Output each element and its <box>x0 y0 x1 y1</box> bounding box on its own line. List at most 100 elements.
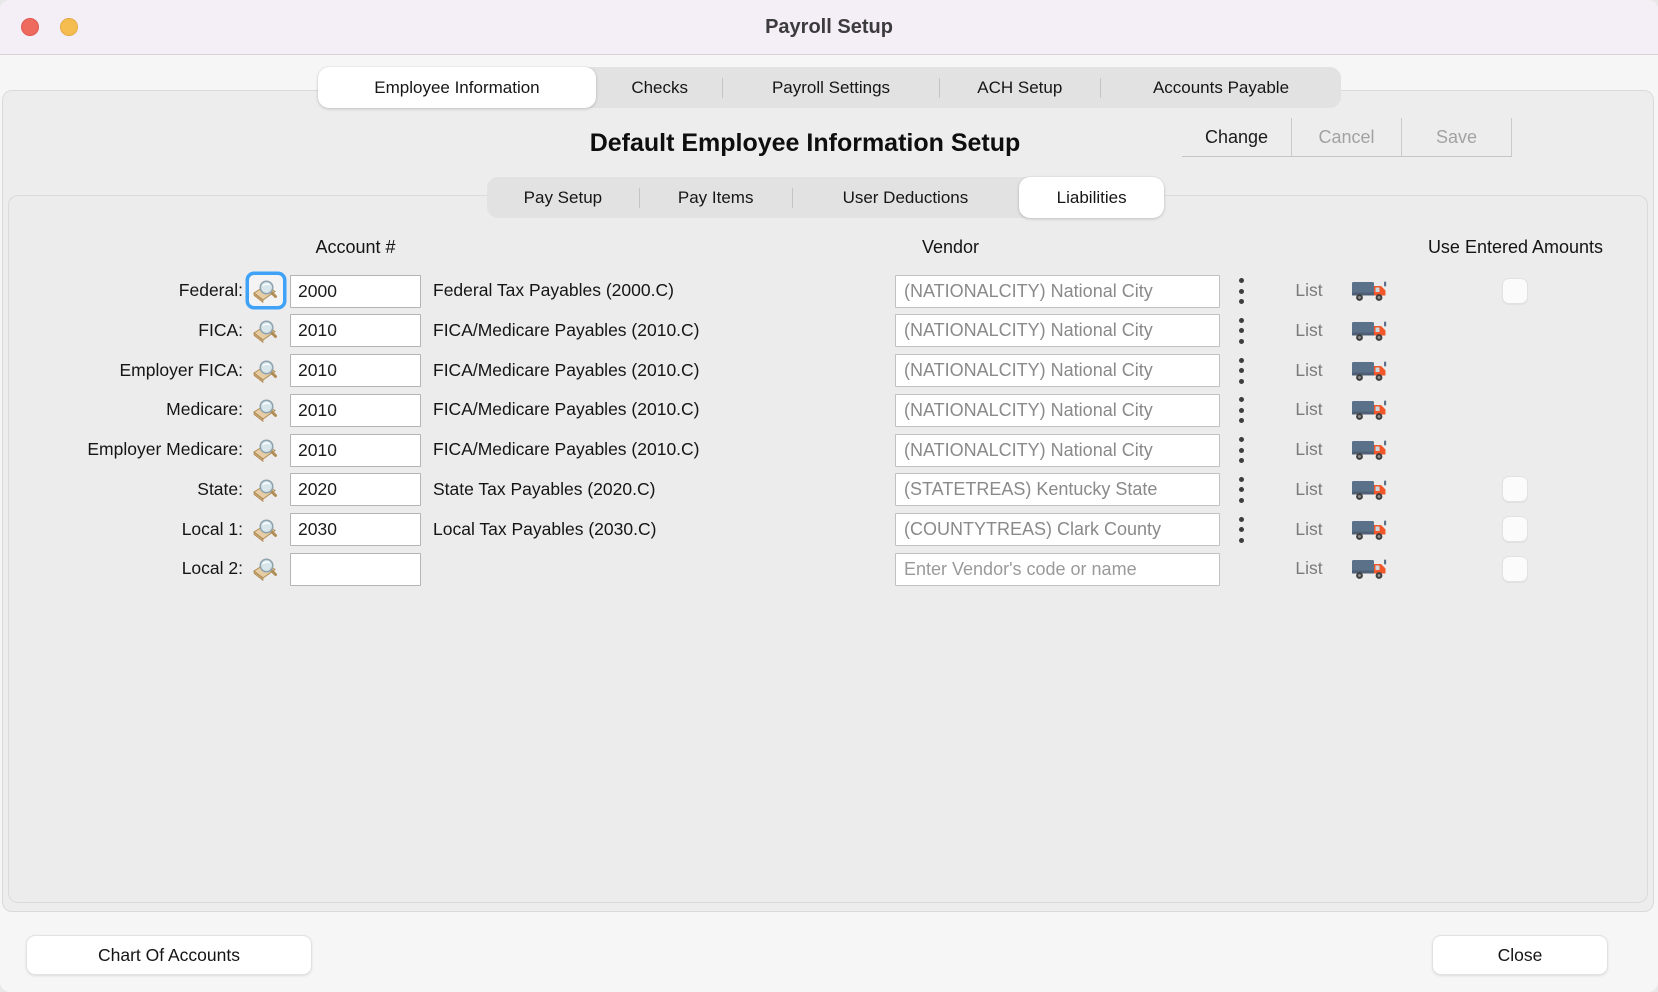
vendor-list-link[interactable]: List <box>1295 319 1323 340</box>
table-row: Local 1: Local Tax Payables (2030.C) Lis… <box>0 510 1658 550</box>
save-button[interactable]: Save <box>1402 118 1512 157</box>
book-magnifier-icon <box>253 280 277 304</box>
tab-ach-setup[interactable]: ACH Setup <box>977 77 1063 97</box>
account-number-input[interactable] <box>290 354 421 387</box>
book-magnifier-icon <box>253 320 277 343</box>
kebab-menu-icon[interactable] <box>1234 357 1248 384</box>
delivery-truck-icon[interactable] <box>1351 318 1389 345</box>
account-number-input[interactable] <box>290 513 421 546</box>
table-row: Medicare: FICA/Medicare Payables (2010.C… <box>0 390 1658 430</box>
vendor-input[interactable] <box>895 433 1220 467</box>
vendor-list-link[interactable]: List <box>1295 280 1323 300</box>
page-title: Default Employee Information Setup <box>589 129 1021 157</box>
vendor-input[interactable] <box>895 354 1220 387</box>
titlebar: Payroll Setup <box>0 0 1658 55</box>
use-entered-amounts-checkbox[interactable] <box>1502 516 1528 542</box>
vendor-list-link[interactable]: List <box>1295 558 1323 579</box>
row-label: FICA: <box>198 319 243 340</box>
vendor-input[interactable] <box>895 513 1220 546</box>
liability-rows: Federal: Federal Tax Payables (2000.C) L… <box>0 271 1658 589</box>
kebab-menu-icon[interactable] <box>1234 437 1248 463</box>
tab-checks[interactable]: Checks <box>631 77 688 97</box>
kebab-menu-icon[interactable] <box>1234 317 1248 344</box>
account-lookup-button[interactable] <box>249 275 283 306</box>
delivery-truck-icon[interactable] <box>1351 397 1389 424</box>
main-tab-bar: Employee Information Checks Payroll Settin… <box>318 67 1341 108</box>
tab-accounts-payable[interactable]: Accounts Payable <box>1152 77 1290 97</box>
delivery-truck-icon[interactable] <box>1351 477 1389 504</box>
delivery-truck-icon[interactable] <box>1351 556 1389 583</box>
account-number-input[interactable] <box>290 274 421 308</box>
book-magnifier-icon <box>253 558 277 582</box>
vendor-list-link[interactable]: List <box>1295 439 1323 459</box>
minimize-window-button[interactable] <box>60 18 78 36</box>
vendor-input[interactable] <box>895 274 1220 308</box>
vendor-input[interactable] <box>895 393 1220 427</box>
account-description: FICA/Medicare Payables (2010.C) <box>433 439 700 459</box>
vendor-list-link[interactable]: List <box>1295 359 1323 380</box>
account-lookup-button[interactable] <box>249 315 283 346</box>
account-description: FICA/Medicare Payables (2010.C) <box>433 399 700 420</box>
vendor-input[interactable] <box>895 552 1220 586</box>
vendor-input[interactable] <box>895 314 1220 348</box>
close-window-button[interactable] <box>21 18 39 36</box>
table-row: Employer FICA: FICA/Medicare Payables (2… <box>0 351 1658 391</box>
delivery-truck-icon[interactable] <box>1351 437 1389 464</box>
table-row: State: State Tax Payables (2020.C) List <box>0 470 1658 510</box>
account-number-input[interactable] <box>290 314 421 348</box>
use-entered-amounts-checkbox[interactable] <box>1502 277 1528 304</box>
account-lookup-button[interactable] <box>249 355 283 386</box>
vendor-list-link[interactable]: List <box>1295 518 1323 539</box>
cancel-button[interactable]: Cancel <box>1292 118 1402 157</box>
liabilities-panel <box>8 195 1648 903</box>
account-number-input[interactable] <box>290 473 421 507</box>
subtab-liabilities[interactable]: Liabilities <box>1019 177 1165 218</box>
row-label: Medicare: <box>166 399 243 420</box>
vendor-input[interactable] <box>895 473 1220 507</box>
use-entered-amounts-checkbox[interactable] <box>1502 555 1528 582</box>
account-number-input[interactable] <box>290 393 421 427</box>
vendor-list-link[interactable]: List <box>1295 478 1323 499</box>
subtab-pay-setup[interactable]: Pay Setup <box>523 187 603 207</box>
row-label: Employer FICA: <box>119 359 244 380</box>
account-lookup-button[interactable] <box>249 394 283 425</box>
row-label: Employer Medicare: <box>87 439 243 459</box>
change-button[interactable]: Change <box>1182 118 1292 157</box>
subtab-user-deductions[interactable]: User Deductions <box>842 187 969 207</box>
book-magnifier-icon <box>253 479 277 502</box>
account-number-input[interactable] <box>290 433 421 467</box>
subtab-pay-items[interactable]: Pay Items <box>677 187 754 207</box>
column-header-account: Account # <box>315 237 396 257</box>
kebab-menu-icon[interactable] <box>1234 397 1248 424</box>
account-lookup-button[interactable] <box>249 514 283 545</box>
row-label: Local 1: <box>181 518 243 539</box>
close-button[interactable]: Close <box>1432 935 1608 975</box>
vendor-list-link[interactable]: List <box>1295 399 1323 420</box>
table-row: Local 2: List <box>0 549 1658 589</box>
delivery-truck-icon[interactable] <box>1351 278 1389 305</box>
account-lookup-button[interactable] <box>249 474 283 505</box>
use-entered-amounts-checkbox[interactable] <box>1502 476 1528 503</box>
tab-divider <box>722 77 724 98</box>
kebab-menu-icon[interactable] <box>1234 476 1248 503</box>
book-magnifier-icon <box>253 519 277 542</box>
delivery-truck-icon[interactable] <box>1351 517 1389 544</box>
kebab-menu-icon[interactable] <box>1234 278 1248 304</box>
account-lookup-button[interactable] <box>249 434 283 465</box>
edit-action-buttons: Change Cancel Save <box>1182 118 1512 157</box>
table-row: FICA: FICA/Medicare Payables (2010.C) Li… <box>0 311 1658 351</box>
chart-of-accounts-button[interactable]: Chart Of Accounts <box>26 935 312 975</box>
account-lookup-button[interactable] <box>249 553 283 584</box>
account-number-input[interactable] <box>290 552 421 586</box>
kebab-menu-icon[interactable] <box>1234 516 1248 543</box>
tab-payroll-settings[interactable]: Payroll Settings <box>771 77 891 97</box>
tab-divider <box>1099 77 1101 98</box>
book-magnifier-icon <box>253 399 277 423</box>
delivery-truck-icon[interactable] <box>1351 358 1389 385</box>
table-row: Employer Medicare: FICA/Medicare Payable… <box>0 430 1658 470</box>
tab-divider <box>791 187 793 208</box>
tab-employee-information[interactable]: Employee Information <box>318 67 596 108</box>
book-magnifier-icon <box>253 439 277 463</box>
account-description: State Tax Payables (2020.C) <box>433 478 656 499</box>
